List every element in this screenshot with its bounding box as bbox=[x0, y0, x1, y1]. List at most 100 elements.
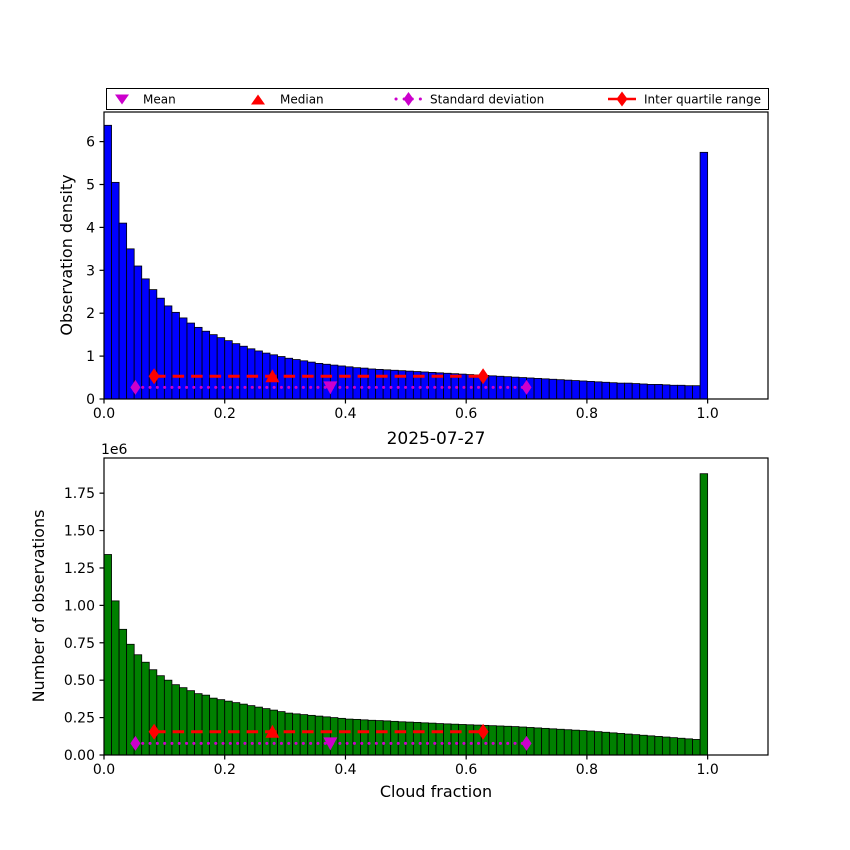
x-tick-label: 0.6 bbox=[455, 762, 477, 778]
legend-label-median: Median bbox=[280, 93, 324, 107]
histogram-bar bbox=[224, 700, 233, 756]
legend: Mean Median Standard deviation Inter qua… bbox=[106, 88, 769, 110]
histogram-bar bbox=[428, 722, 437, 756]
y-tick-label: 1.00 bbox=[64, 598, 95, 614]
histogram-bar bbox=[624, 382, 633, 400]
legend-label-std: Standard deviation bbox=[430, 93, 544, 107]
y-offset-label: 1e6 bbox=[101, 442, 128, 458]
histogram-bar bbox=[594, 731, 603, 756]
histogram-bar bbox=[571, 729, 580, 756]
histogram-bar bbox=[639, 734, 648, 756]
x-tick-label: 1.0 bbox=[697, 406, 719, 422]
histogram-bar bbox=[171, 311, 180, 400]
y-tick-label: 1.75 bbox=[64, 486, 95, 502]
histogram-bars bbox=[103, 124, 709, 400]
median-marker bbox=[265, 724, 280, 738]
histogram-bar bbox=[488, 725, 497, 756]
histogram-bar bbox=[556, 728, 565, 756]
x-tick-label: 0.4 bbox=[334, 406, 356, 422]
median-marker bbox=[265, 369, 280, 383]
histogram-bar bbox=[103, 554, 112, 756]
histogram-bar bbox=[322, 716, 331, 756]
histogram-bar bbox=[511, 726, 520, 756]
histogram-bar bbox=[352, 718, 361, 756]
top-ylabel: Observation density bbox=[57, 174, 76, 335]
triangle-down-icon bbox=[115, 94, 129, 105]
histogram-bar bbox=[646, 735, 656, 756]
histogram-bar bbox=[314, 715, 324, 756]
std-deviation-marker bbox=[130, 379, 141, 395]
histogram-bar bbox=[541, 378, 550, 400]
y-tick-label: 0.50 bbox=[64, 673, 95, 689]
histogram-bar bbox=[586, 730, 595, 756]
y-tick-label: 0.25 bbox=[64, 711, 95, 727]
histogram-bar bbox=[669, 737, 678, 756]
histogram-bar bbox=[405, 370, 414, 400]
histogram-bar bbox=[390, 369, 399, 400]
histogram-bar bbox=[443, 723, 452, 756]
inter-quartile-range-marker bbox=[148, 723, 160, 740]
histogram-bar bbox=[156, 297, 165, 400]
histogram-bar bbox=[126, 643, 135, 756]
x-tick-label: 0.0 bbox=[93, 762, 115, 778]
histogram-bar bbox=[246, 348, 256, 400]
legend-frame bbox=[106, 88, 769, 110]
histogram-bar bbox=[337, 717, 346, 756]
legend-item-iqr: Inter quartile range bbox=[608, 91, 761, 107]
density-chart: 0.0 0.2 0.4 0.6 0.8 1.0 0 1 2 3 4 5 6 bbox=[86, 111, 769, 422]
histogram-bar bbox=[699, 151, 709, 400]
axes-frame bbox=[103, 457, 769, 756]
histogram-bar bbox=[669, 384, 678, 400]
histogram-bar bbox=[571, 380, 580, 400]
histogram-bar bbox=[239, 345, 248, 400]
bottom-ylabel: Number of observations bbox=[29, 510, 48, 703]
y-tick-label: 0 bbox=[86, 392, 95, 408]
histogram-bar bbox=[314, 362, 324, 400]
histogram-bar bbox=[163, 305, 173, 400]
histogram-bar bbox=[548, 728, 558, 756]
histogram-bar bbox=[616, 733, 626, 756]
histogram-bar bbox=[684, 738, 693, 756]
y-tick-label: 5 bbox=[86, 178, 95, 194]
histogram-bar bbox=[277, 356, 286, 400]
histogram-bar bbox=[677, 384, 686, 400]
histogram-bar bbox=[194, 693, 203, 756]
histogram-bar bbox=[548, 378, 558, 400]
inter-quartile-range-marker bbox=[477, 723, 489, 740]
histogram-bar bbox=[684, 385, 693, 400]
mean-marker bbox=[323, 381, 338, 395]
histogram-bar bbox=[631, 734, 641, 756]
histogram-bar bbox=[609, 382, 618, 400]
count-chart: 0.0 0.2 0.4 0.6 0.8 1.0 0.00 0.25 0.50 0.75 1.00 1.… bbox=[64, 457, 769, 778]
histogram-bar bbox=[111, 181, 120, 400]
histogram-bar bbox=[201, 694, 211, 756]
y-tick-label: 3 bbox=[86, 263, 95, 279]
histogram-bar bbox=[186, 690, 195, 756]
x-tick-label: 0.0 bbox=[93, 406, 115, 422]
histogram-bar bbox=[224, 340, 233, 400]
histogram-bar bbox=[397, 721, 407, 756]
histogram-bar bbox=[216, 699, 226, 756]
histogram-bar bbox=[609, 732, 618, 756]
date-title: 2025-07-27 bbox=[387, 429, 486, 449]
y-tick-label: 2 bbox=[86, 306, 95, 322]
xlabel: Cloud fraction bbox=[380, 782, 492, 801]
histogram-bar bbox=[450, 723, 460, 756]
y-tick-label: 0.75 bbox=[64, 636, 95, 652]
histogram-bar bbox=[299, 714, 309, 756]
histogram-bar bbox=[699, 473, 709, 756]
std-deviation-marker bbox=[130, 735, 141, 751]
histogram-bar bbox=[284, 357, 294, 400]
histogram-bar bbox=[360, 719, 369, 756]
inter-quartile-range-marker bbox=[148, 368, 160, 385]
x-tick-label: 0.8 bbox=[576, 762, 598, 778]
histogram-bar bbox=[586, 381, 595, 400]
histogram-bar bbox=[677, 737, 686, 756]
histogram-bar bbox=[405, 721, 414, 756]
y-tick-label: 1.25 bbox=[64, 561, 95, 577]
y-tick-label: 0.00 bbox=[64, 748, 95, 764]
histogram-bar bbox=[420, 722, 429, 756]
histogram-bar bbox=[360, 367, 369, 400]
